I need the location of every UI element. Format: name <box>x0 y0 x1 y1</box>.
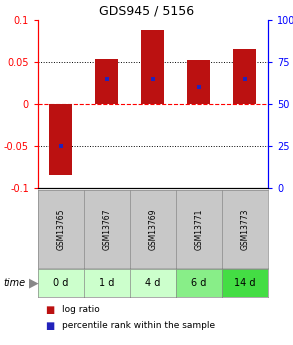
Bar <box>188 60 210 104</box>
Text: time: time <box>3 278 25 288</box>
Text: 6 d: 6 d <box>191 278 207 288</box>
Text: ■: ■ <box>45 305 55 315</box>
Text: 0 d: 0 d <box>53 278 69 288</box>
Text: log ratio: log ratio <box>62 305 99 314</box>
Text: GSM13773: GSM13773 <box>241 208 250 250</box>
Text: GSM13767: GSM13767 <box>103 208 112 250</box>
Text: GSM13765: GSM13765 <box>57 208 66 250</box>
Bar <box>234 49 256 104</box>
Text: 14 d: 14 d <box>234 278 256 288</box>
Text: 1 d: 1 d <box>99 278 115 288</box>
Text: GSM13769: GSM13769 <box>149 208 158 250</box>
Text: ▶: ▶ <box>29 276 38 289</box>
Text: percentile rank within the sample: percentile rank within the sample <box>62 321 215 330</box>
Text: GSM13771: GSM13771 <box>195 208 204 250</box>
Bar <box>50 104 72 175</box>
Text: ■: ■ <box>45 321 55 331</box>
Text: GDS945 / 5156: GDS945 / 5156 <box>99 4 194 17</box>
Bar <box>142 30 164 104</box>
Text: 4 d: 4 d <box>145 278 161 288</box>
Bar <box>96 59 118 104</box>
